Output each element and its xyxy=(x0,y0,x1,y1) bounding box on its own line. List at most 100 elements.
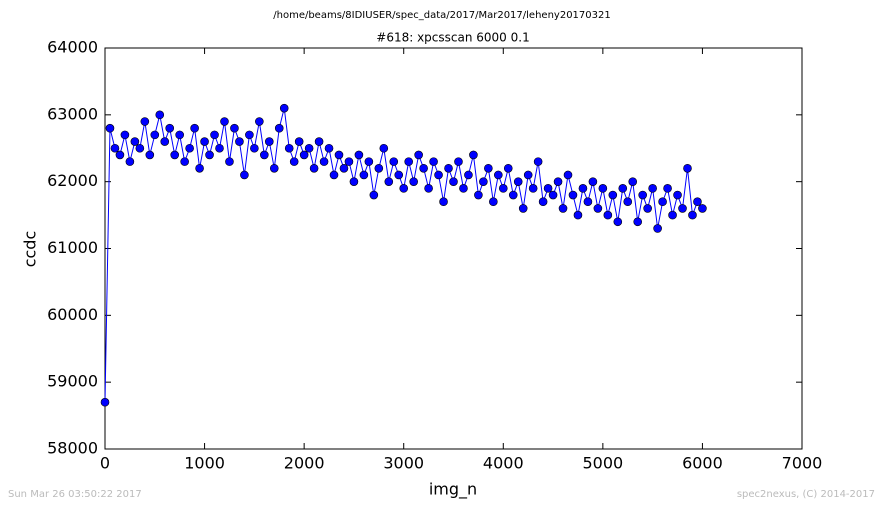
data-point xyxy=(568,190,578,200)
data-point xyxy=(598,184,608,193)
data-point xyxy=(225,157,234,166)
data-point xyxy=(668,210,677,220)
y-tick-label: 63000 xyxy=(47,104,98,123)
data-point xyxy=(588,177,598,186)
y-tick-label: 58000 xyxy=(47,439,98,458)
data-point xyxy=(503,164,513,173)
data-point xyxy=(269,164,279,173)
data-point xyxy=(494,170,503,180)
data-point xyxy=(250,143,259,153)
data-point xyxy=(638,190,647,200)
data-point xyxy=(190,123,199,133)
data-point xyxy=(508,190,518,200)
footer-right: spec2nexus, (C) 2014-2017 xyxy=(737,489,875,500)
data-point xyxy=(294,137,304,146)
footer-left: Sun Mar 26 03:50:22 2017 xyxy=(8,489,142,500)
data-point xyxy=(518,204,528,213)
data-point xyxy=(479,177,488,186)
data-point xyxy=(623,197,633,207)
data-point xyxy=(673,190,682,200)
data-point xyxy=(454,157,463,166)
x-axis-label: img_n xyxy=(429,480,477,500)
data-point xyxy=(304,143,314,153)
data-point xyxy=(150,130,160,140)
data-point xyxy=(399,184,409,193)
x-tick-label: 5000 xyxy=(582,454,623,473)
data-point xyxy=(628,177,638,186)
data-point xyxy=(563,170,573,180)
data-point xyxy=(464,170,473,180)
data-point xyxy=(523,170,533,180)
data-point xyxy=(284,143,294,153)
data-point xyxy=(469,150,478,160)
data-point xyxy=(424,184,433,193)
data-point xyxy=(339,164,349,173)
data-point xyxy=(155,110,165,120)
data-point xyxy=(688,210,697,220)
data-point xyxy=(135,143,145,153)
data-point xyxy=(205,150,214,160)
data-point xyxy=(643,204,652,213)
data-point xyxy=(299,150,309,160)
data-point xyxy=(279,103,289,113)
data-point xyxy=(439,197,448,207)
data-point xyxy=(498,184,508,193)
data-point xyxy=(264,137,274,146)
data-point xyxy=(230,123,239,133)
data-point xyxy=(200,137,209,146)
data-point xyxy=(693,197,702,207)
data-point xyxy=(140,117,150,126)
data-point xyxy=(374,164,384,173)
data-point xyxy=(653,224,662,233)
data-point xyxy=(120,130,130,140)
data-point xyxy=(245,130,254,140)
data-point xyxy=(160,137,170,146)
y-tick-label: 59000 xyxy=(47,372,98,391)
x-tick-label: 4000 xyxy=(483,454,524,473)
data-point xyxy=(329,170,339,180)
data-line xyxy=(104,108,703,403)
data-point xyxy=(538,197,548,207)
data-point xyxy=(489,197,498,207)
data-point xyxy=(344,157,354,166)
data-point xyxy=(210,130,219,140)
data-point xyxy=(314,137,324,146)
data-point xyxy=(434,170,443,180)
plot-frame xyxy=(104,47,803,450)
data-point xyxy=(578,184,588,193)
data-point xyxy=(618,184,628,193)
data-point xyxy=(165,123,175,133)
data-point xyxy=(130,137,140,146)
data-point xyxy=(613,217,623,227)
data-point xyxy=(603,210,613,220)
data-point xyxy=(215,143,224,153)
data-point xyxy=(175,130,184,140)
data-point xyxy=(608,190,618,200)
x-tick-label: 6000 xyxy=(682,454,723,473)
x-tick-label: 3000 xyxy=(383,454,424,473)
data-point xyxy=(459,184,468,193)
data-point xyxy=(324,143,334,153)
data-point xyxy=(379,143,389,153)
data-point xyxy=(354,150,364,160)
data-point xyxy=(429,157,438,166)
data-point xyxy=(185,143,194,153)
data-point xyxy=(274,123,284,133)
data-point xyxy=(369,190,379,200)
data-point xyxy=(678,204,687,213)
data-point xyxy=(125,157,135,166)
data-point xyxy=(583,197,593,207)
data-point xyxy=(409,177,418,186)
data-point xyxy=(334,150,344,160)
data-point xyxy=(115,150,125,160)
data-point xyxy=(658,197,667,207)
data-point xyxy=(260,150,269,160)
data-point xyxy=(419,164,428,173)
data-point xyxy=(414,150,423,160)
data-point xyxy=(683,164,692,173)
x-tick-label: 0 xyxy=(100,454,110,473)
data-point xyxy=(180,157,189,166)
suptitle: /home/beams/8IDIUSER/spec_data/2017/Mar2… xyxy=(273,10,610,21)
